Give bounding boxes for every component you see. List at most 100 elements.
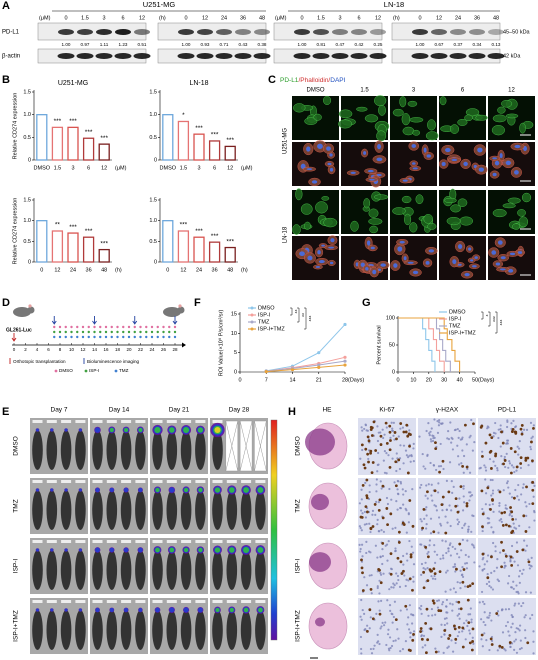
nucleus bbox=[492, 172, 497, 177]
dose-dot bbox=[99, 335, 102, 339]
lane-label: 3 bbox=[102, 15, 105, 21]
x-unit: (μM) bbox=[115, 165, 127, 171]
color-scale bbox=[270, 419, 278, 641]
series-line bbox=[266, 364, 346, 373]
stained-cell bbox=[531, 480, 535, 484]
nucleus bbox=[512, 419, 515, 422]
mouse bbox=[135, 490, 146, 530]
label-strip bbox=[166, 540, 177, 543]
nucleus bbox=[371, 509, 375, 512]
nucleus bbox=[396, 492, 400, 495]
stained-cell bbox=[471, 627, 475, 631]
nucleus bbox=[365, 584, 369, 587]
lane-label: 24 bbox=[221, 15, 227, 21]
stained-cell bbox=[489, 508, 492, 511]
nucleus bbox=[409, 631, 412, 634]
nucleus bbox=[395, 500, 398, 503]
stained-cell bbox=[369, 527, 373, 531]
y-tick-label: 0 bbox=[154, 157, 157, 163]
mouse bbox=[152, 550, 163, 590]
empty-cross bbox=[254, 420, 267, 472]
nucleus bbox=[412, 575, 415, 578]
label-strip bbox=[135, 480, 146, 483]
nucleus bbox=[529, 448, 533, 451]
nucleus bbox=[531, 613, 534, 617]
data-point bbox=[343, 359, 347, 363]
nucleus bbox=[434, 561, 437, 565]
y-tick-label: 1.5 bbox=[149, 197, 157, 203]
label-strip bbox=[212, 480, 223, 483]
nucleus bbox=[513, 648, 516, 652]
stained-cell bbox=[515, 465, 519, 469]
nucleus bbox=[412, 447, 415, 450]
stained-cell bbox=[437, 609, 441, 612]
stained-cell bbox=[419, 630, 422, 633]
nucleus bbox=[425, 261, 430, 265]
actin-band bbox=[95, 53, 113, 59]
dose-dot bbox=[133, 325, 136, 329]
nucleus bbox=[486, 516, 489, 520]
nucleus bbox=[470, 493, 474, 497]
nucleus bbox=[425, 527, 428, 530]
mouse bbox=[240, 610, 252, 650]
nucleus bbox=[512, 580, 515, 583]
nucleus bbox=[514, 518, 517, 521]
nucleus bbox=[395, 452, 398, 455]
cell bbox=[392, 108, 404, 117]
stain-name: DAPI bbox=[330, 77, 345, 84]
nucleus bbox=[514, 144, 521, 149]
nucleus bbox=[481, 600, 485, 603]
quant-value: 0.71 bbox=[220, 42, 229, 47]
stained-cell bbox=[502, 462, 505, 466]
nucleus bbox=[408, 454, 411, 457]
schedule-legend: Orthotopic transplantation bbox=[13, 359, 66, 364]
nucleus bbox=[394, 547, 397, 550]
signal bbox=[36, 548, 39, 552]
dose-dot bbox=[150, 330, 154, 334]
nucleus bbox=[411, 551, 415, 554]
nucleus bbox=[508, 634, 511, 637]
x-tick-label: 1.5 bbox=[180, 165, 188, 171]
pd-l1-band bbox=[77, 29, 93, 35]
mouse bbox=[152, 490, 163, 530]
dose-dot bbox=[70, 335, 73, 339]
quant-value: 0.38 bbox=[258, 42, 267, 47]
nucleus bbox=[521, 486, 525, 489]
label-strip bbox=[255, 480, 266, 483]
actin-band bbox=[253, 53, 271, 59]
dose-dot bbox=[81, 335, 85, 339]
nucleus bbox=[470, 621, 473, 624]
chart-title: U251-MG bbox=[58, 80, 88, 87]
nucleus bbox=[428, 249, 435, 253]
significance: * bbox=[482, 315, 488, 317]
nucleus bbox=[466, 539, 469, 542]
stained-cell bbox=[379, 434, 383, 438]
stained-cell bbox=[510, 510, 514, 514]
bar bbox=[224, 246, 236, 263]
ihc-field bbox=[478, 538, 536, 595]
nucleus bbox=[483, 632, 486, 635]
nucleus bbox=[472, 544, 475, 547]
label-strip bbox=[75, 480, 86, 483]
stained-cell bbox=[480, 489, 484, 493]
dose-dot bbox=[58, 335, 62, 339]
nucleus bbox=[402, 554, 405, 558]
nucleus bbox=[520, 604, 523, 608]
nucleus bbox=[473, 440, 476, 444]
nucleus bbox=[452, 259, 457, 265]
nucleus bbox=[379, 573, 383, 576]
stained-cell bbox=[444, 531, 448, 535]
nucleus bbox=[385, 472, 388, 475]
actin-band bbox=[331, 53, 349, 59]
mouse bbox=[120, 490, 132, 530]
row-label: ISP-I bbox=[13, 559, 20, 574]
nucleus bbox=[466, 467, 469, 471]
actin-band bbox=[350, 53, 368, 59]
nucleus bbox=[497, 240, 503, 245]
significance: *** bbox=[305, 316, 311, 322]
chart-title: LN-18 bbox=[189, 80, 208, 87]
nucleus bbox=[512, 466, 515, 469]
mouse-icon bbox=[13, 307, 31, 317]
quant-value: 0.42 bbox=[355, 42, 364, 47]
cell bbox=[401, 113, 411, 126]
